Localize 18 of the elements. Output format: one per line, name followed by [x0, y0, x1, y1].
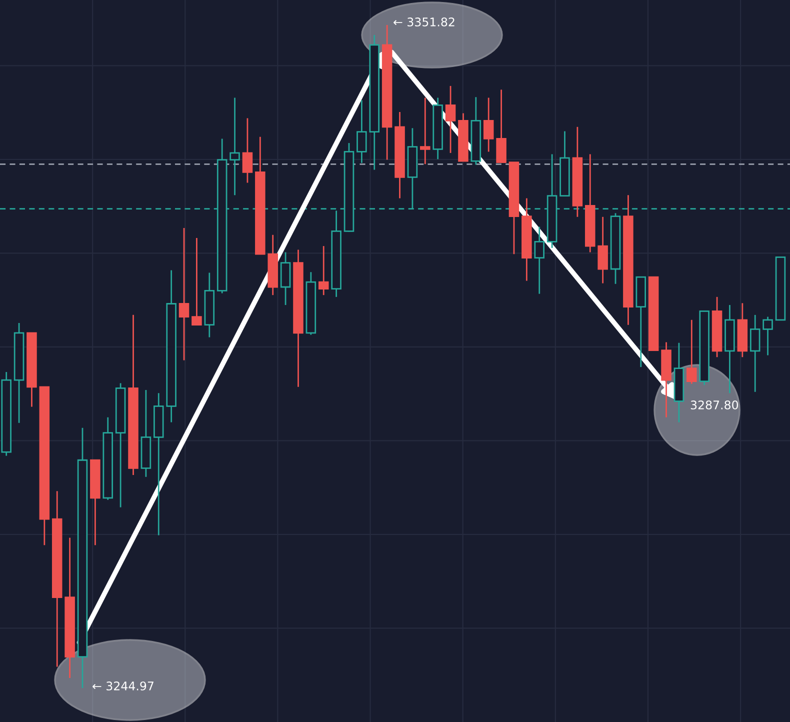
candlestick — [230, 97, 240, 196]
candlestick — [242, 118, 253, 184]
candlestick — [445, 85, 456, 154]
candlestick — [192, 237, 202, 326]
annotation: ← 3351.82 — [394, 17, 454, 26]
annotation: ← 3244.97 — [92, 681, 154, 690]
candlestick — [534, 226, 544, 295]
candlestick — [496, 88, 506, 163]
candlestick — [483, 97, 494, 152]
candlestick — [686, 319, 697, 384]
candlestick — [420, 97, 430, 165]
candlestick — [178, 227, 190, 361]
candlestick — [750, 314, 760, 393]
annotation: 3287.80 — [690, 400, 738, 410]
candlestick — [356, 100, 367, 164]
candlestick — [598, 216, 608, 284]
candlestick — [762, 316, 773, 356]
candlestick — [318, 245, 329, 296]
